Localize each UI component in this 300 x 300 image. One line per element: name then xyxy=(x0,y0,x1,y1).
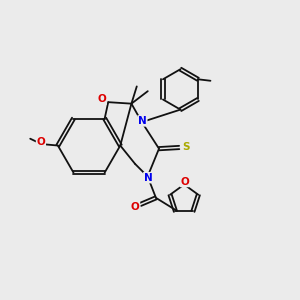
Text: O: O xyxy=(37,137,45,147)
Text: O: O xyxy=(131,202,140,212)
Text: N: N xyxy=(144,172,153,183)
Text: O: O xyxy=(180,176,189,187)
Text: N: N xyxy=(138,116,147,126)
Text: S: S xyxy=(182,142,190,152)
Text: O: O xyxy=(97,94,106,104)
